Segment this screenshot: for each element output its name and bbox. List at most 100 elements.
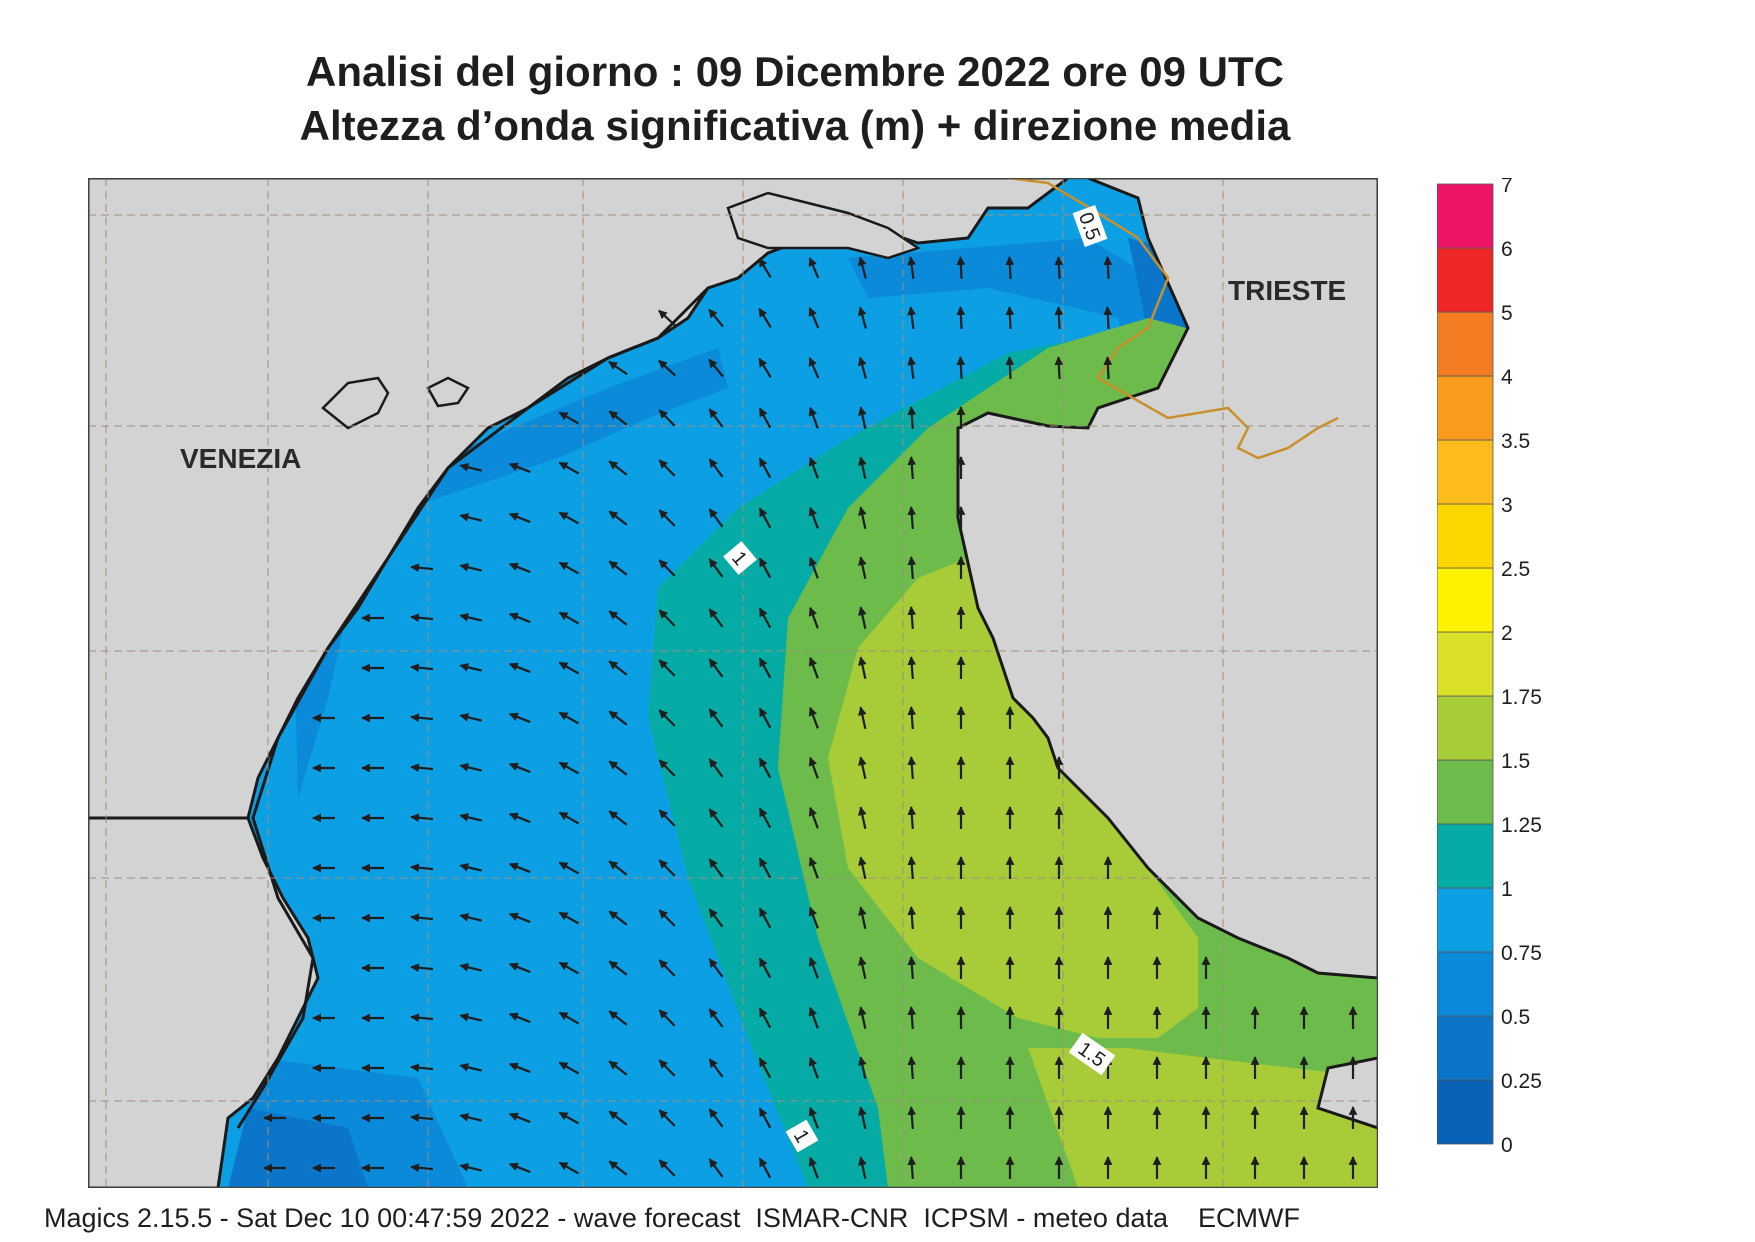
wave-direction-arrow bbox=[808, 406, 819, 429]
wave-direction-arrow bbox=[558, 1111, 580, 1125]
wave-direction-arrow bbox=[508, 1162, 531, 1174]
wave-direction-arrow bbox=[758, 707, 772, 729]
wave-direction-arrow bbox=[608, 910, 628, 926]
wave-direction-arrow bbox=[459, 462, 482, 472]
wave-direction-arrow bbox=[558, 661, 580, 675]
wave-direction-arrow bbox=[808, 1156, 819, 1179]
legend-swatch bbox=[1437, 887, 1494, 953]
legend-level-label: 3 bbox=[1501, 494, 1513, 517]
map-title-line1: Analisi del giorno : 09 Dicembre 2022 or… bbox=[306, 48, 1284, 95]
wave-band-1.5-1.75-south bbox=[1028, 1048, 1378, 1188]
legend-level-label: 1.5 bbox=[1501, 750, 1530, 773]
wave-direction-arrow bbox=[1103, 306, 1113, 330]
wave-direction-arrow bbox=[658, 1159, 676, 1177]
wave-direction-arrow bbox=[508, 562, 531, 574]
wave-direction-arrow bbox=[808, 856, 819, 879]
legend-swatch bbox=[1437, 695, 1494, 761]
wave-direction-arrow bbox=[907, 906, 917, 930]
wave-direction-arrow bbox=[658, 859, 676, 877]
wave-direction-arrow bbox=[858, 806, 867, 829]
wave-direction-arrow bbox=[1103, 256, 1113, 280]
wave-direction-arrow bbox=[608, 1160, 628, 1176]
wave-direction-arrow bbox=[857, 256, 867, 279]
wave-direction-arrow bbox=[508, 612, 531, 624]
wave-direction-arrow bbox=[658, 309, 676, 327]
legend-level-label: 1 bbox=[1501, 878, 1513, 901]
wave-direction-arrow bbox=[808, 706, 819, 729]
wave-direction-arrow bbox=[758, 907, 772, 929]
wave-direction-arrow bbox=[459, 1162, 482, 1172]
wave-direction-arrow bbox=[758, 557, 772, 579]
wave-direction-arrow bbox=[758, 307, 772, 328]
wave-direction-arrow bbox=[410, 1013, 434, 1023]
wave-direction-arrow bbox=[410, 763, 434, 773]
wave-direction-arrow bbox=[459, 862, 482, 872]
wave-direction-arrow bbox=[658, 609, 676, 627]
legend-swatch bbox=[1437, 247, 1494, 313]
wave-direction-arrow bbox=[1005, 256, 1015, 280]
wave-direction-arrow bbox=[907, 456, 917, 480]
legend-level-label: 7 bbox=[1501, 178, 1513, 197]
wave-direction-arrow bbox=[608, 460, 628, 476]
wave-direction-arrow bbox=[708, 1108, 724, 1128]
legend-level-label: 0.75 bbox=[1501, 942, 1542, 965]
wave-direction-arrow bbox=[508, 862, 531, 874]
wave-band-1.5-1.75 bbox=[828, 558, 1198, 1038]
wave-direction-arrow bbox=[608, 660, 628, 676]
wave-direction-arrow bbox=[758, 1157, 772, 1179]
wave-direction-arrow bbox=[1054, 306, 1064, 330]
wave-direction-arrow bbox=[410, 963, 434, 973]
wave-direction-arrow bbox=[907, 1056, 917, 1080]
wave-direction-arrow bbox=[956, 306, 966, 330]
wave-direction-arrow bbox=[608, 810, 628, 826]
wave-direction-arrow bbox=[459, 962, 482, 972]
wave-direction-arrow bbox=[808, 956, 819, 979]
wave-direction-arrow bbox=[658, 1009, 676, 1027]
wave-direction-arrow bbox=[708, 708, 724, 728]
wave-direction-arrow bbox=[708, 608, 724, 628]
wave-direction-arrow bbox=[808, 756, 819, 779]
contour-label-1-north: 1 bbox=[723, 541, 757, 575]
wave-direction-arrow bbox=[808, 506, 819, 529]
legend-swatch bbox=[1437, 1079, 1494, 1145]
wave-direction-arrow bbox=[558, 1011, 580, 1025]
wave-direction-arrow bbox=[808, 806, 819, 829]
wave-direction-arrow bbox=[907, 606, 917, 630]
wave-direction-arrow bbox=[708, 1008, 724, 1028]
map-frame bbox=[88, 178, 1378, 1188]
legend-level-label: 1.75 bbox=[1501, 686, 1542, 709]
wave-direction-arrow bbox=[758, 1057, 772, 1079]
wave-direction-arrow bbox=[658, 959, 676, 977]
legend-swatch bbox=[1437, 183, 1494, 249]
wave-direction-arrow bbox=[558, 1161, 580, 1175]
wave-direction-arrow bbox=[459, 912, 482, 922]
wave-direction-arrow bbox=[808, 1006, 819, 1029]
legend-swatch bbox=[1437, 567, 1494, 633]
wave-direction-arrow bbox=[459, 762, 482, 772]
wave-direction-arrow bbox=[758, 257, 772, 278]
wave-direction-arrow bbox=[858, 706, 867, 729]
wave-direction-arrow bbox=[907, 356, 916, 380]
national-border bbox=[1007, 178, 1339, 460]
wave-direction-arrow bbox=[508, 512, 531, 524]
wave-direction-arrow bbox=[658, 509, 676, 527]
legend-level-label: 0.25 bbox=[1501, 1070, 1542, 1093]
wave-direction-arrow bbox=[858, 1006, 867, 1029]
wave-direction-arrow bbox=[808, 656, 819, 679]
wave-direction-arrow bbox=[459, 812, 482, 822]
wave-direction-arrow bbox=[459, 1012, 482, 1022]
wave-direction-arrow bbox=[410, 713, 434, 723]
wave-direction-arrow bbox=[508, 812, 531, 824]
wave-direction-arrow bbox=[410, 863, 434, 873]
wave-direction-arrow bbox=[858, 1106, 867, 1129]
wave-direction-arrow bbox=[658, 1059, 676, 1077]
wave-direction-arrow bbox=[410, 1063, 434, 1073]
grado-lagoon bbox=[726, 191, 921, 260]
wave-direction-arrow bbox=[1054, 356, 1064, 380]
wave-direction-arrow bbox=[857, 356, 867, 379]
wave-direction-arrow bbox=[608, 1010, 628, 1026]
wave-direction-arrow bbox=[558, 711, 580, 725]
legend-level-label: 3.5 bbox=[1501, 430, 1530, 453]
wave-direction-arrow bbox=[558, 611, 580, 625]
wave-direction-arrow bbox=[907, 756, 917, 780]
